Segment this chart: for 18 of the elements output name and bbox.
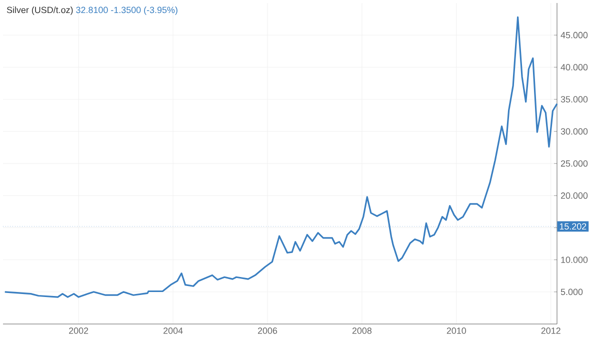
y-tick-label: 10.000 [561, 256, 588, 263]
y-tick-label: 35.000 [560, 96, 588, 102]
x-tick-label: 2006 [258, 328, 278, 334]
x-tick-label: 2008 [352, 328, 372, 334]
y-tick-label: 30.000 [560, 128, 588, 135]
y-tick-label: 5.000 [560, 288, 583, 296]
line-series [4, 16, 558, 298]
y-tick-label: 25.000 [560, 160, 588, 167]
x-tick-label: 2004 [164, 328, 183, 334]
chart-subtitle: 32.8100 -1.3500 (-3.95%) [76, 6, 178, 15]
x-tick-label: 2010 [446, 328, 466, 334]
x-tick-label: 2002 [69, 328, 88, 334]
x-tick-label: 2012 [541, 328, 560, 334]
y-tick-label: 45.000 [560, 32, 588, 38]
chart-title: Silver (USD/t.oz) [6, 6, 73, 15]
y-tick-label: 20.000 [560, 192, 588, 199]
ref-line-label: 15.202 [560, 223, 586, 230]
y-tick-label: 40.000 [560, 64, 588, 70]
